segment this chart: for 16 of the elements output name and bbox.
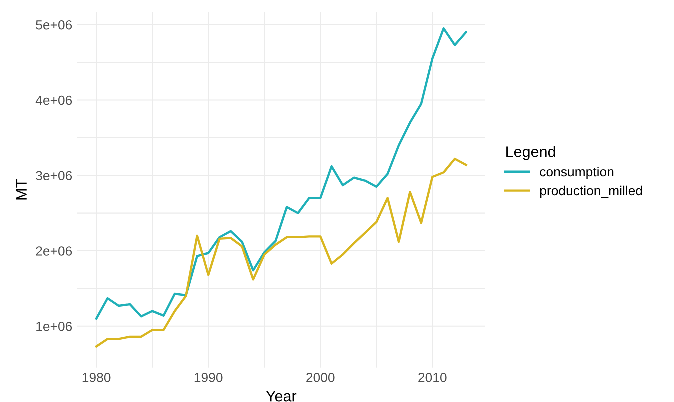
- y-tick-label: 1e+06: [36, 322, 72, 332]
- x-tick-label: 2000: [306, 373, 335, 382]
- y-tick-label: 3e+06: [36, 171, 72, 181]
- legend-title: Legend: [506, 146, 556, 160]
- x-axis-title: Year: [266, 391, 297, 402]
- y-axis-title: MT: [16, 179, 27, 200]
- x-tick-label: 2010: [418, 373, 447, 382]
- x-tick-label: 1980: [82, 373, 111, 382]
- y-tick-label: 4e+06: [36, 96, 72, 106]
- line-series: [95, 158, 468, 348]
- line-series: [95, 28, 468, 320]
- y-tick-label: 2e+06: [36, 246, 72, 256]
- legend-label: consumption: [540, 166, 614, 180]
- x-tick-label: 1990: [194, 373, 223, 382]
- y-tick-label: 5e+06: [36, 20, 72, 30]
- legend-label: production_milled: [540, 186, 642, 198]
